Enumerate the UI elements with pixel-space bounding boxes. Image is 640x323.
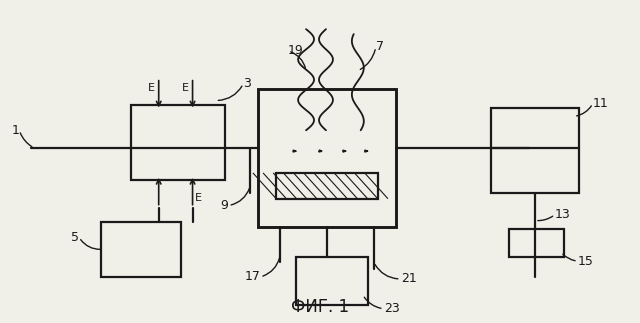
Text: 7: 7 [376, 40, 384, 54]
Text: 23: 23 [384, 302, 399, 315]
Polygon shape [293, 150, 296, 152]
Text: 5: 5 [71, 231, 79, 244]
Bar [131, 106, 225, 180]
Bar [101, 223, 180, 277]
Text: 17: 17 [244, 270, 260, 284]
Text: 3: 3 [243, 77, 252, 90]
Text: E: E [148, 83, 156, 93]
Bar [259, 89, 396, 227]
Polygon shape [343, 150, 346, 152]
Text: 15: 15 [578, 255, 594, 268]
Polygon shape [319, 150, 321, 152]
Text: E: E [182, 83, 189, 93]
Bar [276, 173, 378, 199]
Text: 9: 9 [221, 199, 228, 212]
Text: 13: 13 [555, 208, 571, 221]
Text: 1: 1 [12, 124, 19, 137]
Bar [492, 109, 579, 193]
Text: 19: 19 [288, 45, 304, 57]
Bar [296, 257, 368, 305]
Polygon shape [365, 150, 367, 152]
Text: 21: 21 [401, 273, 417, 286]
Text: ФИГ. 1: ФИГ. 1 [291, 298, 349, 316]
Text: E: E [195, 193, 202, 203]
Bar [509, 229, 564, 257]
Text: 11: 11 [593, 97, 609, 110]
